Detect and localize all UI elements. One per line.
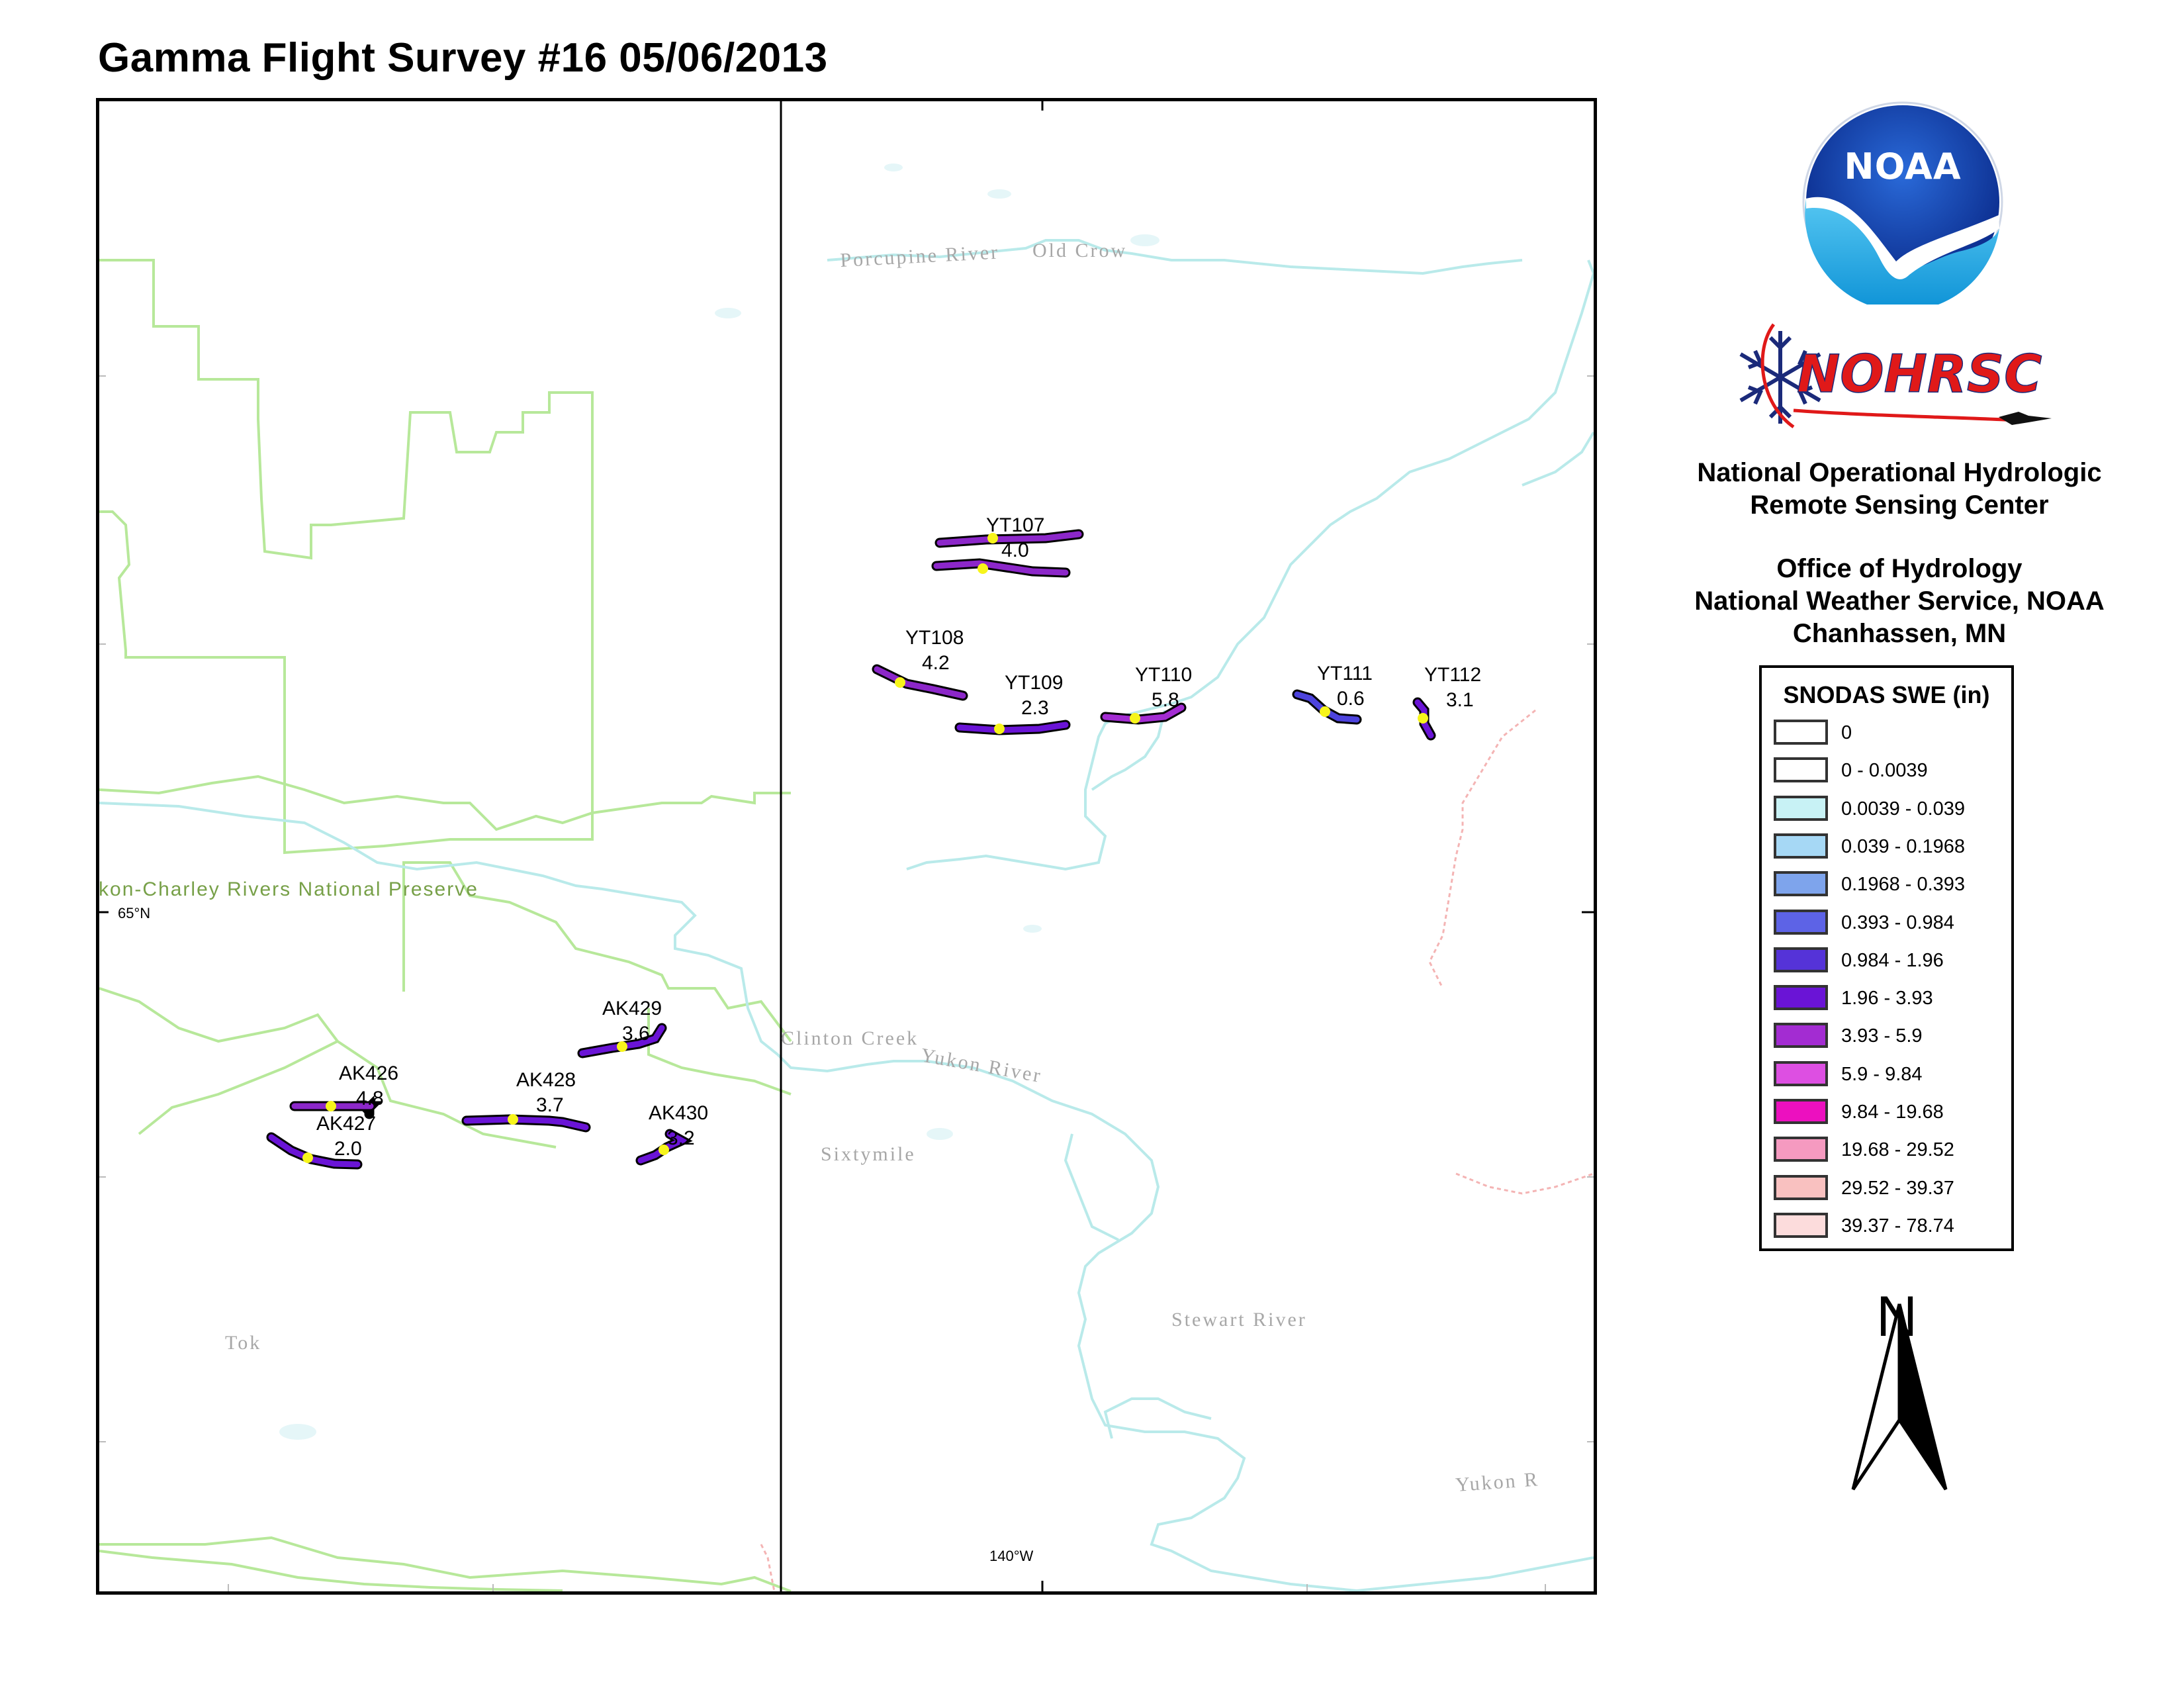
- legend-swatch: [1774, 795, 1828, 821]
- place-yukon-river: Yukon River: [919, 1044, 1044, 1087]
- org-line-4: National Weather Service, NOAA: [1694, 586, 2105, 616]
- label-yt111-id: YT111: [1317, 663, 1373, 684]
- legend-swatch: [1774, 909, 1828, 935]
- flight-line-yt108[interactable]: [872, 664, 968, 701]
- snowflake-icon: [1739, 331, 1821, 424]
- legend-swatch: [1774, 1060, 1828, 1086]
- legend-label: 0.0039 - 0.039: [1841, 798, 1966, 820]
- graticule-minor-ticks: [99, 375, 1594, 1591]
- flight-line-yt112[interactable]: [1412, 697, 1436, 741]
- legend-label: 3.93 - 5.9: [1841, 1025, 1923, 1047]
- legend-swatch: [1774, 871, 1828, 897]
- legend-label: 29.52 - 39.37: [1841, 1177, 1954, 1199]
- map-title: Gamma Flight Survey #16 05/06/2013: [98, 35, 828, 81]
- flight-line-ak427[interactable]: [266, 1132, 363, 1170]
- legend-label: 19.68 - 29.52: [1841, 1139, 1954, 1161]
- legend-swatch: [1774, 1212, 1828, 1238]
- legend-label: 0: [1841, 722, 1852, 743]
- flight-line-ak429[interactable]: [577, 1023, 667, 1058]
- place-clinton-creek: Clinton Creek: [781, 1027, 919, 1049]
- legend-swatch: [1774, 757, 1828, 783]
- lakes: [279, 164, 1160, 1440]
- label-ak430-swe: 3.2: [667, 1127, 695, 1149]
- place-yukon-charley-preserve: Yukon-Charley Rivers National Preserve: [99, 878, 478, 900]
- legend-swatch: [1774, 985, 1828, 1011]
- flight-lines[interactable]: [266, 529, 1436, 1170]
- legend-label: 0.1968 - 0.393: [1841, 874, 1966, 896]
- place-yukon-r: Yukon R: [1455, 1468, 1540, 1496]
- aircraft-icon: [1999, 412, 2052, 425]
- legend-label: 0.984 - 1.96: [1841, 949, 1944, 971]
- legend-swatch: [1774, 947, 1828, 972]
- label-ak427-swe: 2.0: [334, 1138, 362, 1160]
- legend-swatch: [1774, 1023, 1828, 1049]
- place-stewart-river: Stewart River: [1171, 1309, 1307, 1331]
- map-canvas[interactable]: 140°W 65°N Old Crow Porcupine River Clin…: [99, 101, 1594, 1591]
- label-ak430-id: AK430: [649, 1102, 708, 1124]
- lat-label: 65°N: [118, 905, 150, 921]
- label-yt108-swe: 4.2: [922, 652, 950, 674]
- legend-swatch: [1774, 1099, 1828, 1124]
- label-yt108-id: YT108: [905, 627, 964, 649]
- map-frame[interactable]: 140°W 65°N Old Crow Porcupine River Clin…: [96, 98, 1597, 1595]
- label-yt110-swe: 5.8: [1152, 689, 1179, 711]
- legend-label: 39.37 - 78.74: [1841, 1215, 1954, 1237]
- legend-swatch: [1774, 1137, 1828, 1162]
- legend-label: 1.96 - 3.93: [1841, 988, 1933, 1009]
- label-yt111-swe: 0.6: [1337, 688, 1365, 710]
- side-panel: NOAA NOHRSC National Operational Hydrolo…: [1615, 99, 2184, 1622]
- legend-label: 5.9 - 9.84: [1841, 1063, 1923, 1085]
- place-tok: Tok: [225, 1332, 261, 1354]
- park-boundary: [99, 259, 792, 1591]
- lon-label: 140°W: [989, 1548, 1034, 1564]
- graticule-ticks: [99, 101, 1594, 1591]
- flight-line-yt110[interactable]: [1100, 702, 1187, 725]
- flight-line-yt107[interactable]: [931, 529, 1084, 578]
- legend: SNODAS SWE (in) 0 0 - 0.0039 0.0039 - 0.03…: [1759, 665, 2014, 1251]
- flight-labels: YT107 4.0 YT108 4.2 YT109 2.3 YT110 5.8 …: [316, 514, 1481, 1160]
- label-yt107-swe: 4.0: [1001, 539, 1029, 561]
- legend-label: 0.393 - 0.984: [1841, 912, 1954, 933]
- org-line-2: Remote Sensing Center: [1750, 491, 2049, 520]
- place-old-crow: Old Crow: [1032, 240, 1127, 261]
- label-ak428-id: AK428: [516, 1069, 576, 1091]
- org-line-1: National Operational Hydrologic: [1697, 458, 2102, 487]
- label-ak429-swe: 3.6: [622, 1023, 650, 1045]
- label-yt109-id: YT109: [1005, 672, 1063, 694]
- flight-line-yt109[interactable]: [954, 720, 1071, 735]
- noaa-logo: NOAA: [1802, 101, 2003, 305]
- flight-line-yt111[interactable]: [1292, 689, 1362, 725]
- label-yt109-swe: 2.3: [1021, 697, 1049, 719]
- label-ak429-id: AK429: [602, 998, 662, 1019]
- label-ak426-id: AK426: [339, 1062, 398, 1084]
- label-ak428-swe: 3.7: [536, 1094, 564, 1116]
- nohrsc-logo-text: NOHRSC: [1797, 345, 2042, 404]
- label-ak427-id: AK427: [316, 1113, 376, 1135]
- legend-swatch: [1774, 1174, 1828, 1200]
- label-yt110-id: YT110: [1135, 664, 1192, 686]
- north-arrow-icon: [1851, 1303, 1948, 1491]
- flight-line-ak426[interactable]: [289, 1095, 383, 1119]
- flight-line-ak428[interactable]: [461, 1114, 591, 1133]
- noaa-logo-text: NOAA: [1844, 146, 1961, 187]
- legend-label: 9.84 - 19.68: [1841, 1102, 1944, 1123]
- legend-swatch: [1774, 833, 1828, 859]
- flight-line-ak430[interactable]: [635, 1129, 693, 1166]
- org-line-5: Chanhassen, MN: [1792, 619, 2007, 648]
- legend-swatch: [1774, 720, 1828, 745]
- place-sixtymile: Sixtymile: [821, 1143, 916, 1165]
- legend-label: 0.039 - 0.1968: [1841, 835, 1966, 857]
- legend-title: SNODAS SWE (in): [1783, 681, 1990, 708]
- rivers: [99, 239, 1594, 1591]
- label-yt112-swe: 3.1: [1446, 689, 1474, 711]
- legend-label: 0 - 0.0039: [1841, 760, 1928, 782]
- place-porcupine-river: Porcupine River: [840, 241, 1000, 271]
- label-yt107-id: YT107: [986, 514, 1044, 536]
- label-yt112-id: YT112: [1424, 664, 1481, 686]
- nohrsc-logo: NOHRSC: [1739, 323, 2052, 429]
- boundary-pink: [760, 709, 1594, 1591]
- label-ak426-swe: 4.8: [356, 1088, 384, 1109]
- org-line-3: Office of Hydrology: [1776, 554, 2023, 583]
